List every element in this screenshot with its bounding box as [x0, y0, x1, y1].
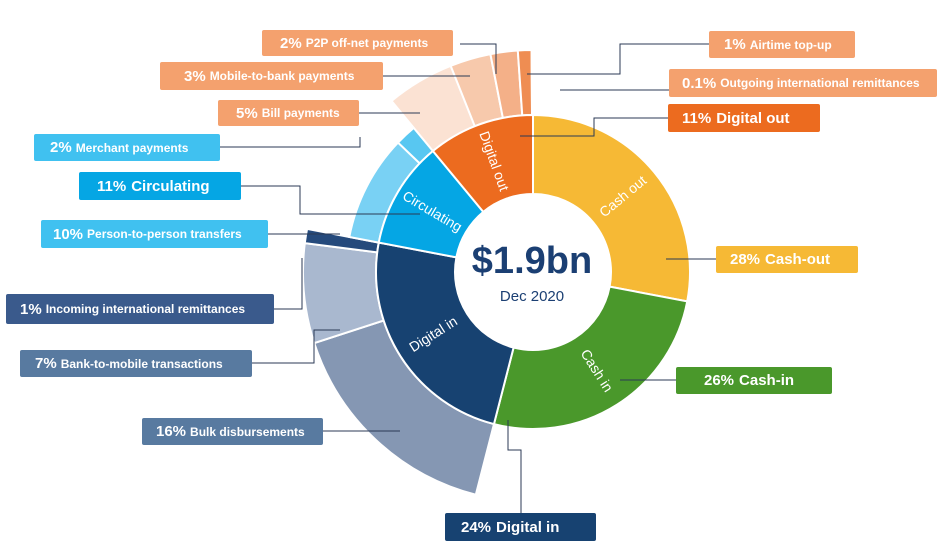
label-group-circulating: 11% Circulating — [79, 172, 241, 200]
label-bill-payments: 5% Bill payments — [218, 100, 359, 126]
label-p2p-offnet: 2% P2P off-net payments — [262, 30, 453, 56]
inner-slice-cash-out — [532, 113, 691, 303]
label-group-digital-out: 11% Digital out — [668, 104, 820, 132]
label-mobile-to-bank: 3% Mobile-to-bank payments — [160, 62, 383, 90]
outer-slice-outgoing-international-remittances — [530, 48, 534, 117]
leader-line-14 — [507, 420, 522, 513]
inner-slice-digital-in — [375, 241, 515, 426]
label-outgoing-remittances: 0.1% Outgoing international remittances — [669, 69, 937, 97]
label-bank-to-mobile: 7% Bank-to-mobile transactions — [20, 350, 252, 377]
leader-line-3 — [220, 137, 361, 148]
inner-slice-digital-out — [431, 113, 534, 214]
leader-line-4 — [241, 185, 420, 215]
label-merchant-payments: 2% Merchant payments — [34, 134, 220, 161]
leader-line-9 — [527, 43, 709, 75]
center-date: Dec 2020 — [499, 288, 565, 305]
label-airtime-topup: 1% Airtime top-up — [709, 31, 855, 58]
leader-line-11 — [520, 117, 668, 137]
leader-line-7 — [252, 329, 340, 364]
label-group-digital-in: 24% Digital in — [445, 513, 596, 541]
center-disc — [456, 195, 610, 349]
label-group-cash-in: 26% Cash-in — [676, 367, 832, 394]
leader-line-0 — [460, 43, 497, 74]
label-incoming-remittances: 1% Incoming international remittances — [6, 294, 274, 324]
label-group-cash-out: 28% Cash-out — [716, 246, 858, 273]
label-person-to-person: 10% Person-to-person transfers — [41, 220, 268, 248]
center-total-value: $1.9bn — [471, 240, 593, 282]
leader-line-6 — [274, 258, 303, 310]
inner-slice-cash-in — [492, 285, 689, 430]
label-bulk-disbursements: 16% Bulk disbursements — [142, 418, 323, 445]
